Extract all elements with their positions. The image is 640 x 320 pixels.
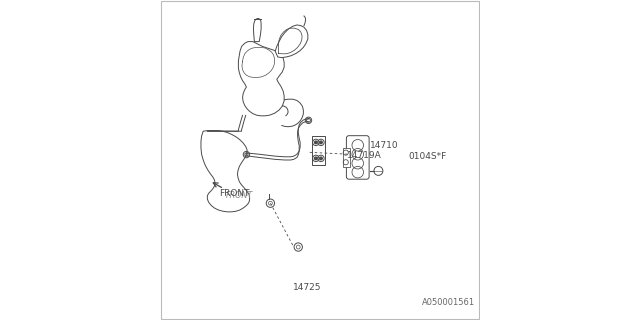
- FancyBboxPatch shape: [346, 136, 369, 179]
- Bar: [342, 148, 349, 167]
- Circle shape: [320, 141, 323, 144]
- Circle shape: [315, 157, 317, 160]
- Polygon shape: [275, 25, 308, 58]
- Text: FRONT: FRONT: [219, 189, 250, 198]
- Text: 14719A: 14719A: [347, 151, 382, 160]
- Polygon shape: [253, 19, 261, 42]
- Circle shape: [320, 157, 323, 160]
- Text: 14725: 14725: [292, 284, 321, 292]
- Circle shape: [315, 141, 317, 144]
- Polygon shape: [239, 42, 284, 116]
- Text: 0104S*F: 0104S*F: [408, 152, 446, 161]
- Text: FRONT: FRONT: [226, 191, 253, 200]
- Polygon shape: [201, 131, 250, 212]
- Text: 14710: 14710: [370, 141, 398, 150]
- Bar: [312, 136, 325, 165]
- Text: A050001561: A050001561: [422, 298, 475, 307]
